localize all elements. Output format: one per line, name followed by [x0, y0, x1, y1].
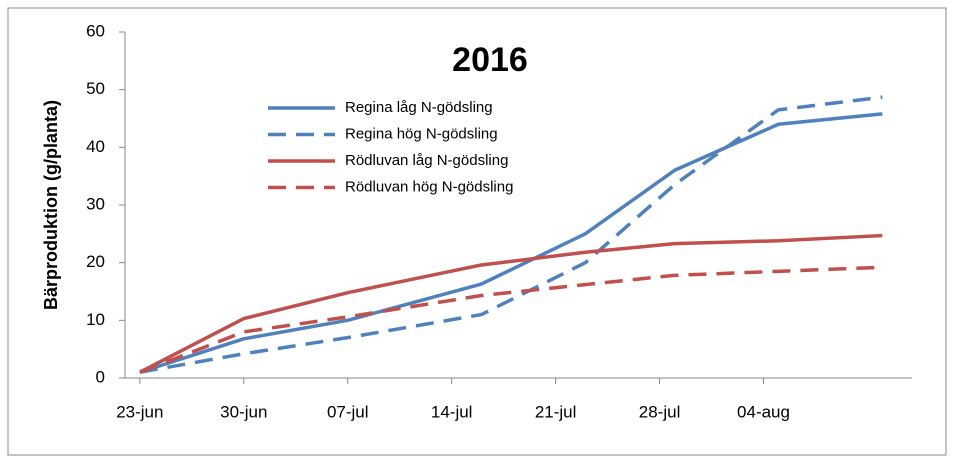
x-tick-label: 21-jul: [535, 402, 577, 421]
legend-label: Rödluvan hög N-gödsling: [345, 178, 513, 195]
legend-label: Regina låg N-gödsling: [345, 99, 493, 116]
y-axis-label: Bärproduktion (g/planta): [41, 100, 61, 310]
series-line: [139, 233, 883, 374]
chart-border: [7, 7, 947, 456]
y-tick-label: 20: [86, 252, 105, 271]
legend-label: Rödluvan låg N-gödsling: [345, 152, 508, 169]
y-tick-label: 10: [86, 310, 105, 329]
chart-title: 2016: [452, 41, 528, 79]
y-tick-label: 60: [86, 21, 105, 40]
y-tick-label: 0: [96, 367, 105, 386]
x-tick-label: 23-jun: [116, 402, 163, 421]
x-tick-label: 14-jul: [431, 402, 473, 421]
y-tick-label: 40: [86, 137, 105, 156]
x-tick-label: 07-jul: [327, 402, 369, 421]
x-tick-label: 04-aug: [737, 402, 790, 421]
x-tick-label: 30-jun: [220, 402, 267, 421]
y-tick-label: 30: [86, 194, 105, 213]
legend-label: Regina hög N-gödsling: [345, 125, 498, 142]
series-line: [139, 265, 883, 374]
x-tick-label: 28-jul: [639, 402, 681, 421]
y-tick-label: 50: [86, 79, 105, 98]
